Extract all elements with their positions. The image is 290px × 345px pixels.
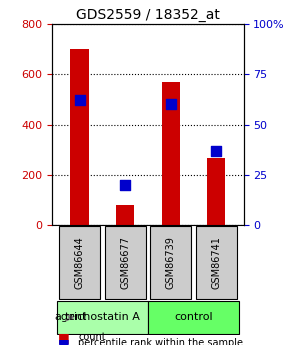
FancyBboxPatch shape (196, 226, 237, 299)
Text: GSM86644: GSM86644 (75, 236, 85, 289)
Bar (116, 205, 134, 225)
Text: trichostatin A: trichostatin A (65, 313, 140, 322)
Text: GSM86741: GSM86741 (211, 236, 221, 289)
FancyBboxPatch shape (59, 226, 100, 299)
FancyBboxPatch shape (150, 226, 191, 299)
Text: control: control (174, 313, 213, 322)
Text: GSM86739: GSM86739 (166, 236, 176, 289)
Text: ■: ■ (58, 331, 70, 344)
Point (123, 182, 127, 187)
Bar (162, 82, 180, 225)
FancyBboxPatch shape (148, 301, 239, 334)
Title: GDS2559 / 18352_at: GDS2559 / 18352_at (76, 8, 220, 22)
Bar (207, 158, 225, 225)
Bar (70, 49, 89, 225)
Point (168, 102, 173, 107)
FancyBboxPatch shape (57, 301, 148, 334)
Text: ■: ■ (58, 337, 70, 345)
Text: count: count (78, 333, 106, 342)
Text: percentile rank within the sample: percentile rank within the sample (78, 338, 243, 345)
Point (77, 98, 82, 103)
Text: agent: agent (55, 313, 87, 322)
Text: GSM86677: GSM86677 (120, 236, 130, 289)
FancyBboxPatch shape (105, 226, 146, 299)
Point (214, 148, 219, 154)
